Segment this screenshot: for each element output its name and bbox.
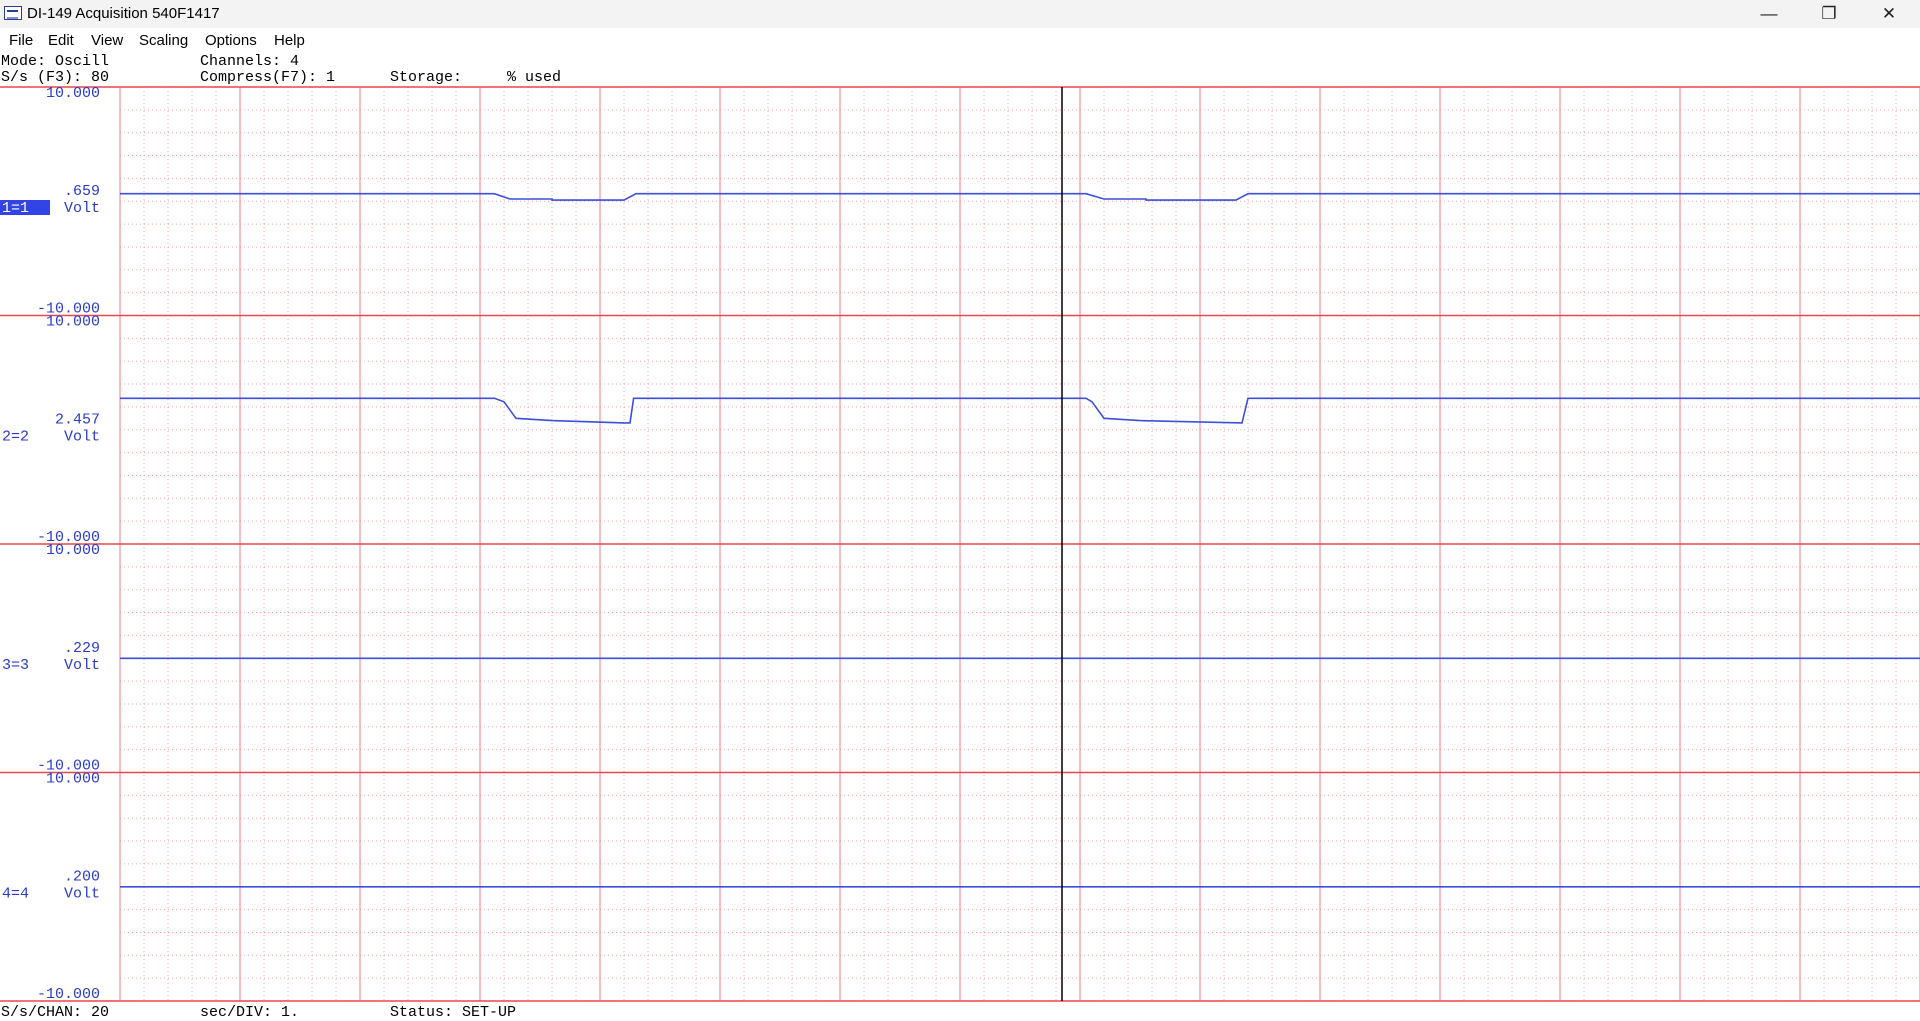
channel-4-current-value: .200 <box>64 869 100 886</box>
channel-1-unit-label: Volt <box>64 200 100 217</box>
acquisition-status: Status: SET-UP <box>390 1004 517 1021</box>
restore-button[interactable]: ❐ <box>1821 4 1837 23</box>
channel-4-ymax-label: 10.000 <box>46 771 100 788</box>
menu-edit[interactable]: Edit <box>48 32 74 49</box>
channel-2-ymin-label: -10.000 <box>37 529 100 546</box>
minimize-button[interactable]: — <box>1760 4 1778 23</box>
channel-1-current-value: .659 <box>64 183 100 200</box>
menu-scaling[interactable]: Scaling <box>139 32 189 49</box>
menu-view[interactable]: View <box>91 32 124 49</box>
channel-2-current-value: 2.457 <box>55 412 100 429</box>
channel-4-id: 4=4 <box>2 886 29 903</box>
app-oscilloscope-icon <box>4 6 22 20</box>
channel-1-trace <box>120 192 1920 201</box>
sample-rate-status: S/s (F3): 80 <box>1 69 110 86</box>
channel-2-unit-label: Volt <box>64 429 100 446</box>
channel-3-id: 3=3 <box>2 657 29 674</box>
menu-bar: File Edit View Scaling Options Help <box>0 28 1920 52</box>
channel-2-ymax-label: 10.000 <box>46 314 100 331</box>
channel-3-ymin-label: -10.000 <box>37 758 100 775</box>
traces <box>120 192 1920 888</box>
channel-4-unit-label: Volt <box>64 886 100 903</box>
channel-3-unit-label: Volt <box>64 657 100 674</box>
oscilloscope-plot[interactable]: 10.000-10.000.659Volt1=110.000-10.0002.4… <box>0 85 1920 1002</box>
close-button[interactable]: ✕ <box>1881 4 1897 23</box>
menu-options[interactable]: Options <box>205 32 257 49</box>
channel-2-id: 2=2 <box>2 429 29 446</box>
menu-help[interactable]: Help <box>274 32 305 49</box>
grid <box>0 86 1920 1002</box>
sec-per-div-status: sec/DIV: 1. <box>200 1004 300 1021</box>
channel-2-trace <box>120 397 1920 424</box>
mode-status: Mode: Oscill <box>1 53 110 70</box>
storage-status: Storage: % used <box>390 69 562 86</box>
compress-status: Compress(F7): 1 <box>200 69 336 86</box>
channel-labels: 10.000-10.000.659Volt1=110.000-10.0002.4… <box>0 85 100 1002</box>
menu-file[interactable]: File <box>9 32 34 49</box>
channel-3-ymax-label: 10.000 <box>46 542 100 559</box>
channel-4-ymin-label: -10.000 <box>37 986 100 1002</box>
channel-1-id: 1=1 <box>2 200 29 217</box>
channel-1-ymin-label: -10.000 <box>37 301 100 318</box>
title-bar: DI-149 Acquisition 540F1417 — ❐ ✕ <box>0 0 1920 28</box>
channels-status: Channels: 4 <box>200 53 300 70</box>
channel-3-current-value: .229 <box>64 640 100 657</box>
channel-1-ymax-label: 10.000 <box>46 85 100 102</box>
channel-1-active-highlight <box>0 200 50 215</box>
window-title: DI-149 Acquisition 540F1417 <box>27 5 220 22</box>
samples-per-channel-status: S/s/CHAN: 20 <box>1 1004 110 1021</box>
